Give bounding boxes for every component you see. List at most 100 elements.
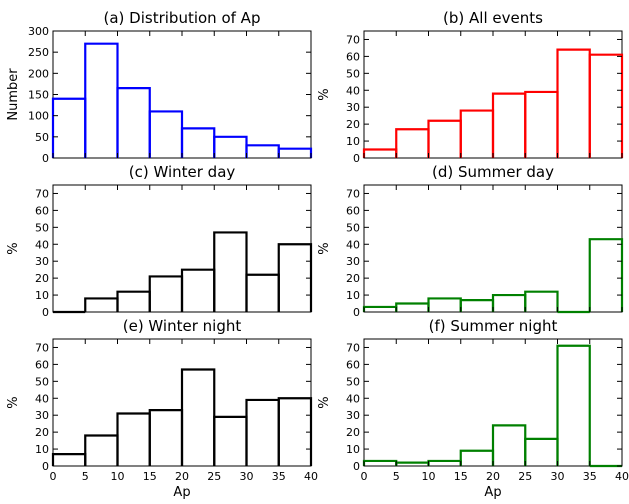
histogram-bar xyxy=(362,459,398,466)
histogram-bar xyxy=(524,90,559,158)
y-axis-label: % xyxy=(317,88,332,100)
y-tick-label: 0 xyxy=(353,460,360,473)
histogram-bar xyxy=(427,297,462,312)
y-tick-label: 20 xyxy=(346,118,360,131)
histogram-bar xyxy=(180,127,216,158)
y-tick-label: 0 xyxy=(353,152,360,165)
histogram-bar xyxy=(427,119,462,158)
panel-5: 0 10 20 30 40 50 60 70 0 5 10 15 20 25 30 35 40 (f) Summe… xyxy=(317,317,629,500)
x-tick-label: 15 xyxy=(454,470,468,483)
y-tick-label: 30 xyxy=(35,409,49,422)
y-tick-label: 150 xyxy=(28,89,49,102)
histogram-bar xyxy=(427,459,462,466)
histogram-bar xyxy=(116,412,151,466)
y-tick-label: 30 xyxy=(346,409,360,422)
y-tick-label: 30 xyxy=(346,101,360,114)
y-tick-label: 50 xyxy=(35,131,49,144)
x-tick-label: 35 xyxy=(272,470,286,483)
histogram-bar xyxy=(213,415,248,466)
y-tick-label: 60 xyxy=(346,50,360,63)
histogram-bar xyxy=(213,135,248,158)
histogram-bar xyxy=(51,97,87,158)
y-tick-label: 40 xyxy=(346,84,360,97)
panel-0: 0 50 100 150 200 250 300 (a) Distribution of Ap… xyxy=(6,9,313,165)
y-tick-label: 300 xyxy=(28,25,49,38)
y-tick-label: 40 xyxy=(35,238,49,251)
x-axis-label: Ap xyxy=(484,485,501,500)
x-tick-label: 0 xyxy=(50,470,57,483)
histogram-bar xyxy=(245,398,280,466)
panel-title: (b) All events xyxy=(443,9,543,27)
y-tick-label: 30 xyxy=(346,255,360,268)
y-tick-label: 250 xyxy=(28,46,49,59)
x-tick-label: 40 xyxy=(304,470,318,483)
x-tick-label: 5 xyxy=(82,470,89,483)
x-tick-label: 0 xyxy=(361,470,368,483)
histogram-bar xyxy=(556,344,591,466)
histogram-bar xyxy=(180,268,216,312)
y-tick-label: 40 xyxy=(346,238,360,251)
y-tick-label: 70 xyxy=(346,33,360,46)
x-tick-label: 35 xyxy=(583,470,597,483)
histogram-bar xyxy=(491,293,527,312)
x-tick-label: 20 xyxy=(175,470,189,483)
y-tick-label: 70 xyxy=(346,187,360,200)
panel-title: (d) Summer day xyxy=(432,163,554,181)
x-tick-label: 25 xyxy=(207,470,221,483)
y-tick-label: 20 xyxy=(35,426,49,439)
y-tick-label: 50 xyxy=(346,221,360,234)
histogram-bar xyxy=(395,302,430,312)
histogram-bar xyxy=(51,453,87,466)
y-tick-label: 70 xyxy=(35,187,49,200)
histogram-bar xyxy=(556,48,591,158)
x-tick-label: 25 xyxy=(518,470,532,483)
x-tick-label: 30 xyxy=(240,470,254,483)
y-tick-label: 0 xyxy=(353,306,360,319)
histogram-bar xyxy=(395,128,430,158)
y-tick-label: 40 xyxy=(35,392,49,405)
panel-3: 0 10 20 30 40 50 60 70 (d) Summer day% xyxy=(317,163,624,319)
y-axis-label: % xyxy=(6,396,21,408)
y-axis-label: % xyxy=(317,396,332,408)
y-tick-label: 10 xyxy=(346,289,360,302)
y-tick-label: 60 xyxy=(346,204,360,217)
y-tick-label: 100 xyxy=(28,110,49,123)
histogram-bar xyxy=(524,290,559,312)
histogram-bar xyxy=(395,461,430,466)
y-tick-label: 70 xyxy=(346,341,360,354)
panel-title: (f) Summer night xyxy=(429,317,558,335)
y-tick-label: 50 xyxy=(35,375,49,388)
y-tick-label: 50 xyxy=(346,67,360,80)
histogram-bar xyxy=(524,437,559,466)
y-axis-label: % xyxy=(317,242,332,254)
histogram-bar xyxy=(116,290,151,312)
histogram-bar xyxy=(116,87,151,158)
y-tick-label: 0 xyxy=(42,152,49,165)
y-tick-label: 60 xyxy=(346,358,360,371)
histogram-bar xyxy=(277,147,313,158)
y-tick-label: 60 xyxy=(35,204,49,217)
y-tick-label: 10 xyxy=(346,135,360,148)
histogram-bar xyxy=(588,238,624,312)
x-tick-label: 20 xyxy=(486,470,500,483)
y-tick-label: 0 xyxy=(42,306,49,319)
y-axis-label: Number xyxy=(6,68,21,121)
histogram-bar xyxy=(362,305,398,312)
histogram-bar xyxy=(84,297,119,312)
y-tick-label: 0 xyxy=(42,460,49,473)
y-tick-label: 60 xyxy=(35,358,49,371)
panel-1: 0 10 20 30 40 50 60 70 (b) All events% xyxy=(317,9,624,165)
histogram-bar xyxy=(588,53,624,158)
y-tick-label: 30 xyxy=(35,255,49,268)
histogram-bar xyxy=(491,424,527,466)
y-tick-label: 10 xyxy=(346,443,360,456)
x-axis-label: Ap xyxy=(173,485,190,500)
x-tick-label: 15 xyxy=(143,470,157,483)
histogram-bar xyxy=(459,299,495,312)
histogram-bar xyxy=(180,368,216,466)
x-tick-label: 10 xyxy=(422,470,436,483)
panel-2: 0 10 20 30 40 50 60 70 (c) Winter day% xyxy=(6,163,313,319)
y-axis-label: % xyxy=(6,242,21,254)
y-tick-label: 20 xyxy=(346,426,360,439)
